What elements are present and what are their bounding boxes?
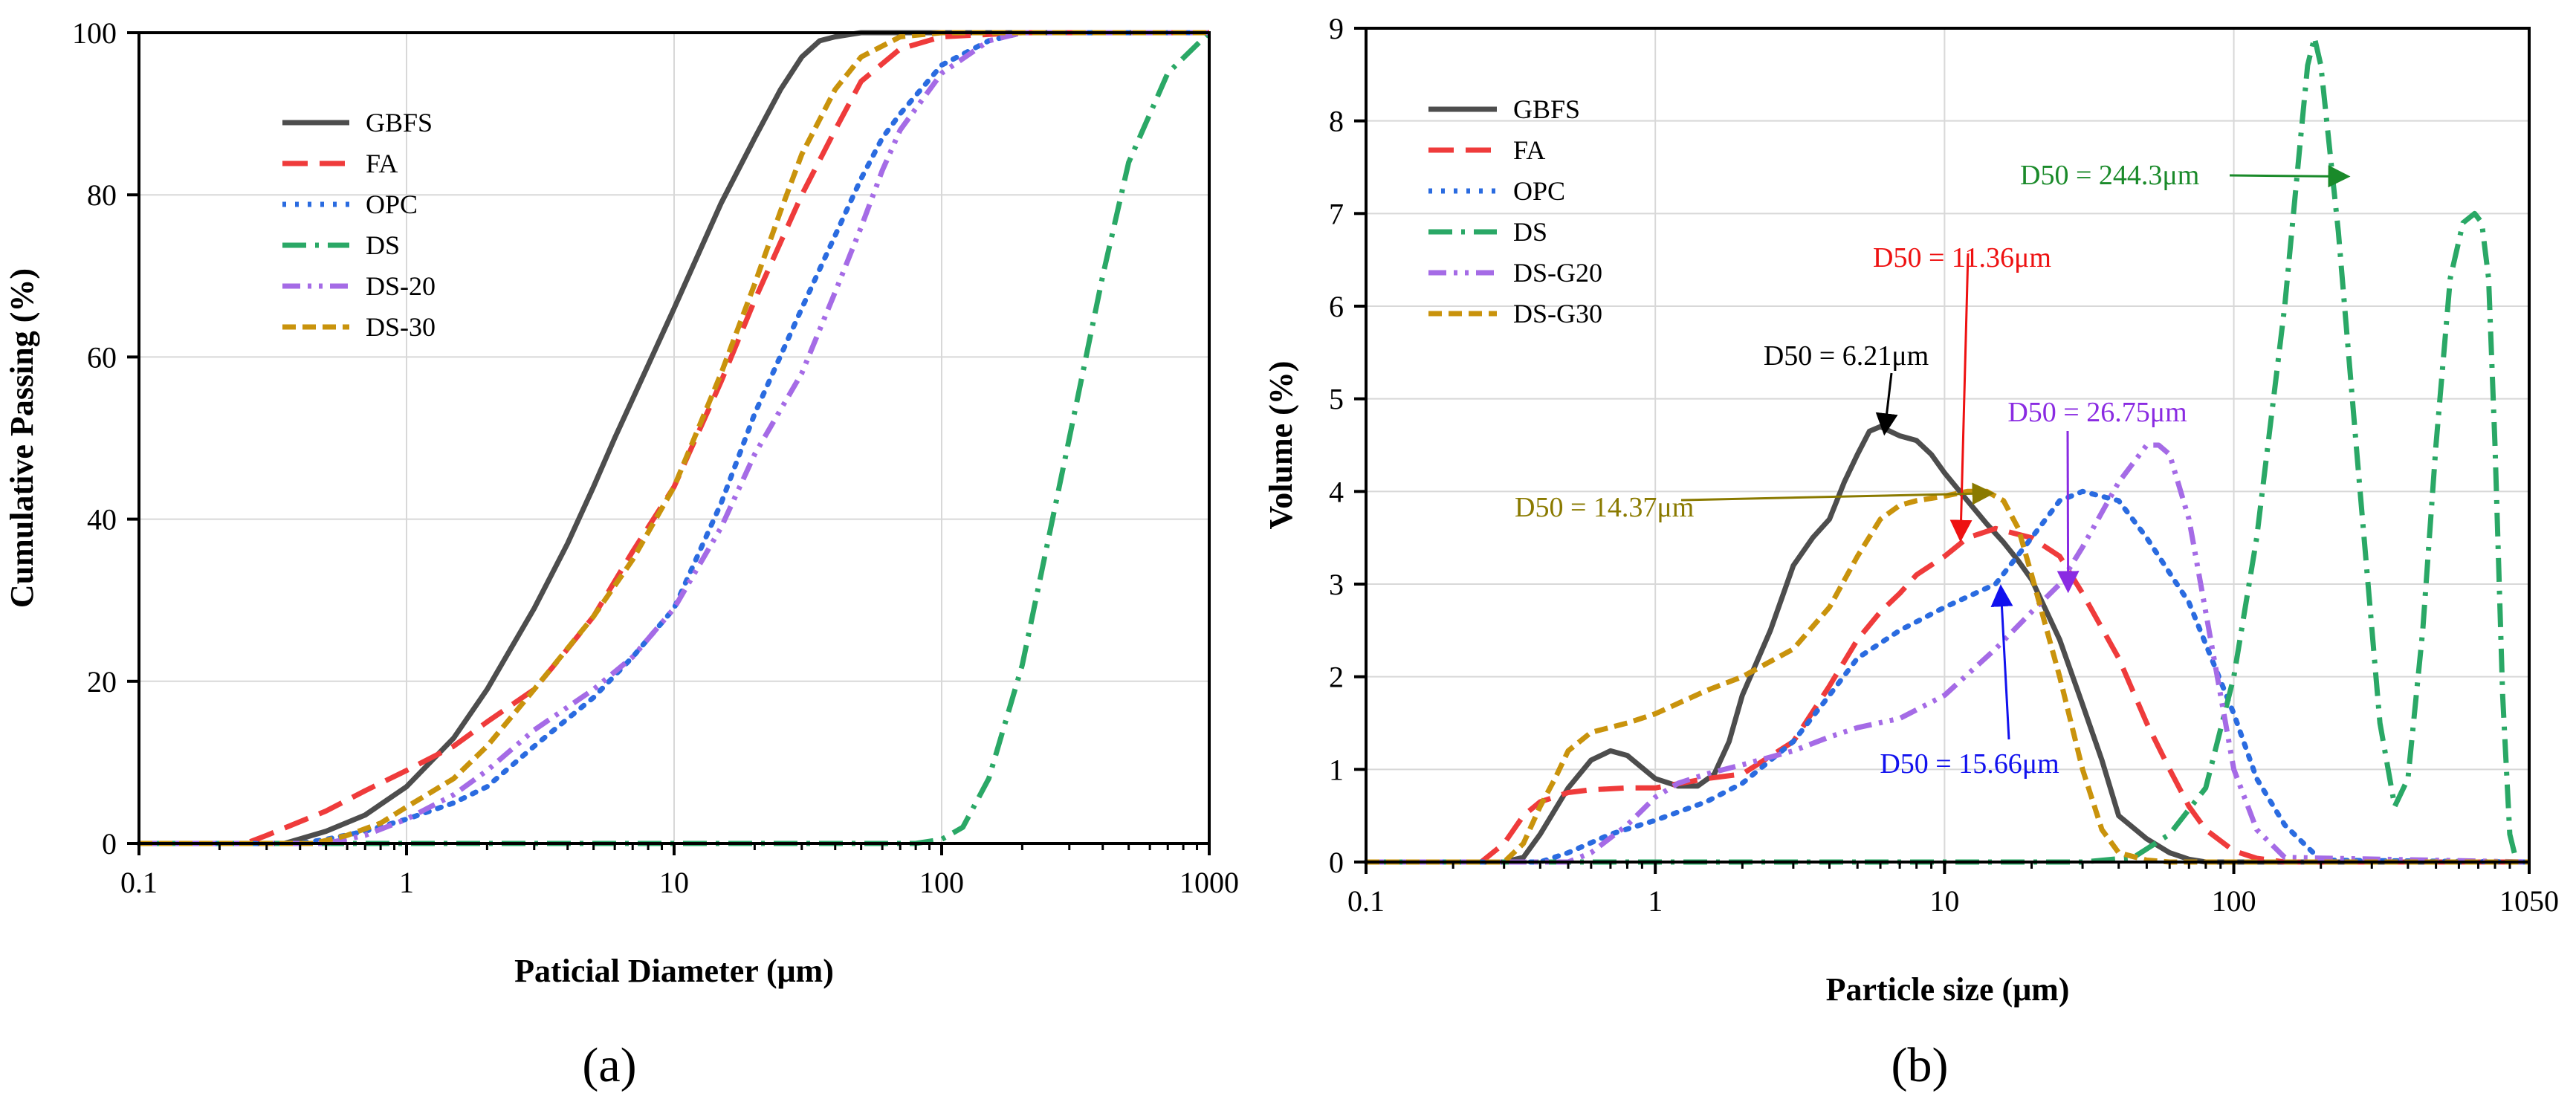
legend-label-gbfs: GBFS — [366, 108, 433, 137]
series-line-ds-20 — [139, 30, 1209, 846]
y-tick-label: 0 — [102, 827, 117, 861]
d50-annotation: D50 = 244.3μm — [2020, 160, 2199, 191]
chart-a-ticks: 0.1 1 10 100 1000 0 20 40 60 80 100 — [72, 16, 1239, 899]
d50-annotation: D50 = 14.37μm — [1515, 492, 1694, 523]
y-tick-label: 4 — [1329, 475, 1344, 508]
d50-annotation: D50 = 6.21μm — [1764, 340, 1929, 372]
y-tick-label: 100 — [72, 16, 117, 50]
y-tick-label: 20 — [87, 665, 117, 699]
y-tick-label: 80 — [87, 178, 117, 212]
chart-a-x-axis-title: Paticial Diameter (μm) — [514, 953, 834, 989]
d50-arrow — [1680, 482, 1995, 505]
d50-annotation: D50 = 26.75μm — [2007, 397, 2187, 428]
d50-arrow — [1949, 253, 1973, 542]
series-line-ds-30 — [139, 30, 1209, 846]
legend-label-ds-g20: DS-G20 — [1513, 258, 1602, 288]
y-tick-label: 0 — [1329, 846, 1344, 879]
y-tick-label: 6 — [1329, 290, 1344, 323]
y-tick-label: 8 — [1329, 105, 1344, 138]
legend-label-ds-20: DS-20 — [366, 271, 436, 301]
series-line-ds — [1366, 35, 2529, 865]
x-tick-label: 0.1 — [120, 866, 158, 899]
legend-label-opc: OPC — [366, 189, 418, 219]
x-tick-label: 100 — [2212, 884, 2256, 918]
series-line-ds — [139, 30, 1211, 846]
legend-label-ds: DS — [1513, 217, 1547, 247]
x-tick-label: 1 — [399, 866, 414, 899]
series-line-ds-g20 — [1366, 442, 2530, 865]
series-line-opc — [136, 30, 1212, 846]
y-tick-label: 7 — [1329, 197, 1344, 230]
y-tick-label: 3 — [1329, 568, 1344, 601]
x-tick-label: 1000 — [1179, 866, 1239, 899]
chart-b-y-axis-title: Volume (%) — [1263, 361, 1299, 530]
d50-arrow — [1990, 584, 2013, 740]
legend-label-ds: DS — [366, 230, 400, 260]
x-tick-label: 1 — [1648, 884, 1663, 918]
chart-a: 0.1 1 10 100 1000 0 20 40 60 80 100 GBFS FA OPC DS DS-… — [4, 16, 1239, 1092]
chart-b-ticks: 0.1 1 10 100 1050 0 1 2 3 4 5 6 7 8 9 — [1329, 12, 2559, 918]
y-tick-label: 5 — [1329, 383, 1344, 416]
legend-label-gbfs: GBFS — [1513, 94, 1580, 124]
d50-annotation: D50 = 11.36μm — [1873, 242, 2051, 273]
legend-label-fa: FA — [366, 149, 398, 178]
x-tick-label: 10 — [659, 866, 689, 899]
legend-label-ds-30: DS-30 — [366, 312, 436, 342]
legend-label-fa: FA — [1513, 135, 1545, 165]
d50-annotation: D50 = 15.66μm — [1880, 748, 2059, 780]
chart-b-plot-frame — [1365, 27, 2531, 864]
series-line-opc — [1363, 488, 2532, 865]
legend-label-opc: OPC — [1513, 176, 1565, 206]
series-line-gbfs — [139, 30, 1209, 846]
chart-a-grid — [138, 32, 1210, 844]
chart-b-x-axis-title: Particle size (μm) — [1826, 971, 2070, 1008]
x-tick-label: 10 — [1929, 884, 1959, 918]
chart-a-legend: GBFS FA OPC DS DS-20 DS-30 — [282, 108, 436, 342]
chart-b-series-group — [1363, 35, 2532, 865]
d50-arrow — [2229, 165, 2351, 188]
chart-a-series-group — [136, 30, 1212, 846]
series-line-gbfs — [1366, 424, 2529, 865]
y-tick-label: 2 — [1329, 661, 1344, 694]
chart-b-annotations: D50 = 244.3μm D50 = 11.36μm D50 = 6.21μm D5… — [1515, 160, 2351, 780]
x-tick-label: 100 — [919, 866, 964, 899]
panel-b-label: (b) — [1891, 1038, 1949, 1092]
series-line-ds-g30 — [1366, 488, 2529, 865]
x-tick-label: 0.1 — [1347, 884, 1385, 918]
y-tick-label: 9 — [1329, 12, 1344, 45]
d50-arrow — [1875, 372, 1898, 436]
legend-label-ds-g30: DS-G30 — [1513, 299, 1602, 328]
y-tick-label: 60 — [87, 340, 117, 374]
x-tick-label: 1050 — [2499, 884, 2559, 918]
y-tick-label: 1 — [1329, 753, 1344, 786]
y-tick-label: 40 — [87, 503, 117, 537]
chart-b-legend: GBFS FA OPC DS DS-G20 DS-G30 — [1428, 94, 1602, 328]
chart-a-y-axis-title: Cumulative Passing (%) — [4, 268, 40, 608]
series-line-fa — [1366, 525, 2529, 865]
panel-a-label: (a) — [582, 1038, 636, 1092]
